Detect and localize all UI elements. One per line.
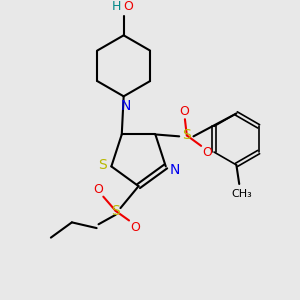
Text: O: O xyxy=(124,0,134,13)
Text: N: N xyxy=(120,99,131,113)
Text: O: O xyxy=(130,220,140,234)
Text: S: S xyxy=(182,128,191,142)
Text: H: H xyxy=(111,0,121,13)
Text: O: O xyxy=(179,105,189,118)
Text: S: S xyxy=(98,158,107,172)
Text: S: S xyxy=(111,204,120,218)
Text: O: O xyxy=(94,182,103,196)
Text: N: N xyxy=(169,163,179,177)
Text: O: O xyxy=(202,146,212,159)
Text: CH₃: CH₃ xyxy=(232,188,253,199)
